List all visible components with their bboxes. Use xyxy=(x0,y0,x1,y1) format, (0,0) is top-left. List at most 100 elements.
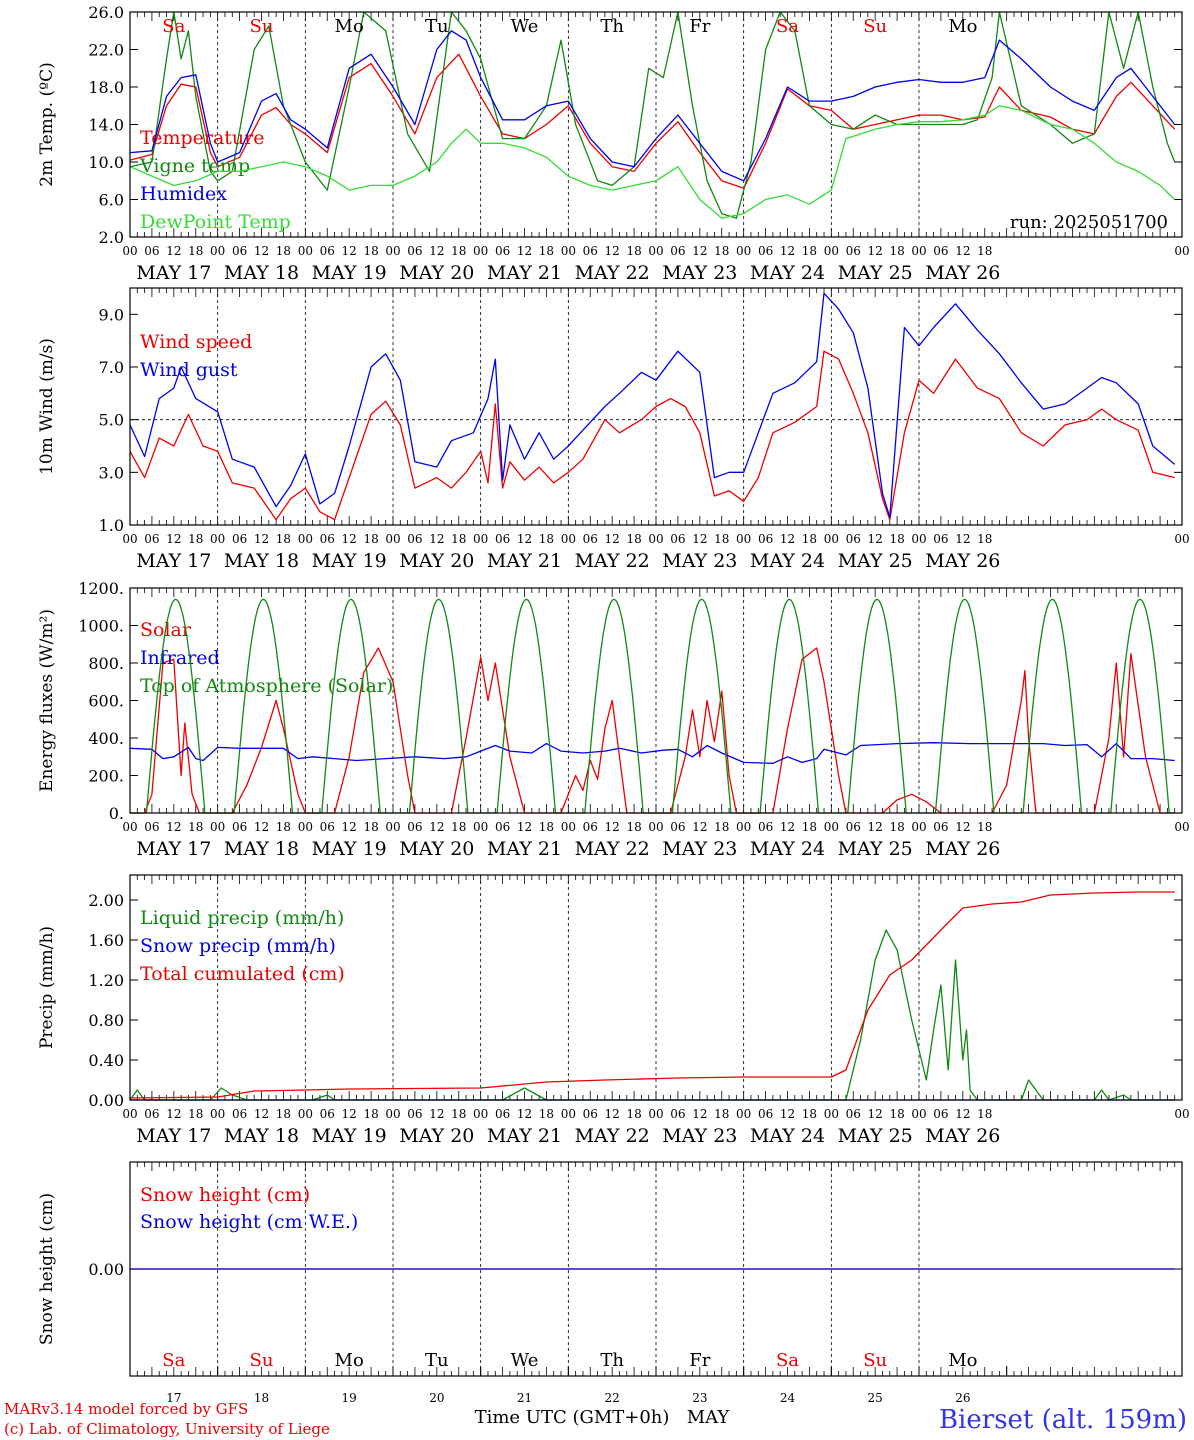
hour-tick-label: 18 xyxy=(276,244,291,258)
hour-tick-label: 06 xyxy=(232,244,247,258)
hour-tick-label: 00 xyxy=(736,1107,751,1121)
hour-tick-label: 18 xyxy=(276,1107,291,1121)
date-label: MAY 19 xyxy=(312,838,387,860)
hour-tick-label: 00 xyxy=(122,1107,137,1121)
hour-tick-label: 06 xyxy=(495,1107,510,1121)
date-label: MAY 22 xyxy=(575,1125,650,1147)
date-label: MAY 25 xyxy=(838,262,913,284)
hour-tick-label: 00 xyxy=(298,820,313,834)
hour-tick-label: 18 xyxy=(539,1107,554,1121)
date-label: MAY 20 xyxy=(399,1125,474,1147)
station-name: Bierset (alt. 159m) xyxy=(939,1405,1187,1435)
y-tick-label: 7.0 xyxy=(99,358,124,377)
hour-tick-label: 06 xyxy=(144,244,159,258)
hour-tick-label: 06 xyxy=(670,532,685,546)
hour-tick-label: 00 xyxy=(210,820,225,834)
hour-tick-label: 00 xyxy=(473,244,488,258)
hour-tick-label: 00 xyxy=(385,532,400,546)
hour-tick-label: 18 xyxy=(626,1107,641,1121)
hour-tick-label: 06 xyxy=(670,244,685,258)
panel-wind: 1.0 3.0 5.0 7.0 9.0 10m Wind (m/s) Wind speed W… xyxy=(37,287,1190,572)
date-label: MAY 25 xyxy=(838,550,913,572)
hour-tick-label: 00 xyxy=(1174,820,1189,834)
hour-tick-label: 12 xyxy=(342,820,357,834)
hour-tick-label: 06 xyxy=(846,532,861,546)
date-label: MAY 17 xyxy=(136,838,211,860)
hour-tick-label: 06 xyxy=(670,820,685,834)
y-tick-label: 0.80 xyxy=(88,1011,124,1030)
hour-tick-label: 00 xyxy=(1174,532,1189,546)
hour-tick-label: 06 xyxy=(232,532,247,546)
hour-tick-label: 12 xyxy=(166,532,181,546)
legend-entry: Total cumulated (cm) xyxy=(140,963,345,985)
day-abbr-label: Sa xyxy=(162,1350,185,1371)
hour-tick-label: 18 xyxy=(889,1107,904,1121)
hour-tick-label: 12 xyxy=(605,820,620,834)
hour-tick-label: 12 xyxy=(692,244,707,258)
hour-tick-label: 00 xyxy=(648,244,663,258)
date-label: MAY 18 xyxy=(224,262,299,284)
hour-tick-label: 18 xyxy=(977,820,992,834)
date-label: MAY 18 xyxy=(224,838,299,860)
hour-tick-label: 06 xyxy=(232,820,247,834)
hour-tick-label: 18 xyxy=(714,1107,729,1121)
y-tick-label: 22.0 xyxy=(88,41,124,60)
hour-tick-label: 06 xyxy=(846,244,861,258)
y-tick-label: 6.0 xyxy=(99,191,124,210)
series-line-total-cumulated-cm xyxy=(129,891,1175,1099)
run-label: run: 2025051700 xyxy=(1010,212,1168,233)
legend-entry: Snow precip (mm/h) xyxy=(140,935,336,957)
date-label: MAY 17 xyxy=(136,550,211,572)
hour-tick-label: 06 xyxy=(670,1107,685,1121)
date-label: MAY 21 xyxy=(487,262,562,284)
date-label: MAY 20 xyxy=(399,550,474,572)
y-tick-label: 2.00 xyxy=(88,891,124,910)
hour-tick-label: 06 xyxy=(758,244,773,258)
x-minor-ticks xyxy=(129,12,1183,237)
plot-frame xyxy=(129,287,1183,526)
y-tick-label: 0.40 xyxy=(88,1051,124,1070)
hour-tick-label: 06 xyxy=(407,244,422,258)
day-number-label: 25 xyxy=(868,1391,883,1405)
hour-tick-label: 06 xyxy=(758,820,773,834)
day-abbr-label: Tu xyxy=(425,1350,449,1371)
day-abbr-label: Tu xyxy=(425,16,449,37)
panel-precip: 0.00 0.40 0.80 1.20 1.60 2.00 Precip (mm/h) Liq… xyxy=(37,874,1190,1147)
hour-tick-label: 00 xyxy=(298,532,313,546)
hour-tick-label: 00 xyxy=(210,1107,225,1121)
legend-entry: Snow height (cm) xyxy=(140,1184,310,1206)
day-abbr-label: Sa xyxy=(162,16,185,37)
hour-tick-label: 00 xyxy=(911,820,926,834)
hour-tick-label: 06 xyxy=(933,820,948,834)
y-axis-title: Snow height (cm) xyxy=(37,1193,57,1345)
y-tick-label: 1200. xyxy=(78,579,124,598)
y-tick-label: 1.60 xyxy=(88,931,124,950)
date-label: MAY 21 xyxy=(487,1125,562,1147)
y-tick-label: 400. xyxy=(88,729,124,748)
y-axis-title: Precip (mm/h) xyxy=(37,926,57,1049)
date-label: MAY 23 xyxy=(662,550,737,572)
hour-tick-label: 06 xyxy=(846,820,861,834)
hour-tick-label: 12 xyxy=(254,532,269,546)
y-tick-label: 200. xyxy=(88,767,124,786)
legend-entry: DewPoint Temp xyxy=(140,211,291,233)
day-abbr-label: Mo xyxy=(948,16,977,37)
hour-tick-label: 00 xyxy=(561,532,576,546)
hour-tick-label: 18 xyxy=(188,532,203,546)
y-axis-title: 10m Wind (m/s) xyxy=(37,338,57,475)
day-number-label: 24 xyxy=(780,1391,796,1405)
y-tick-label: 2.0 xyxy=(99,228,124,247)
hour-tick-label: 00 xyxy=(911,1107,926,1121)
hour-tick-label: 00 xyxy=(911,244,926,258)
hour-tick-label: 12 xyxy=(955,532,970,546)
hour-tick-label: 06 xyxy=(407,1107,422,1121)
hour-tick-label: 12 xyxy=(780,820,795,834)
hour-tick-label: 18 xyxy=(626,820,641,834)
month-label: MAY xyxy=(687,1407,731,1428)
series-line-dewpoint-temp xyxy=(129,105,1176,219)
hour-tick-label: 00 xyxy=(385,244,400,258)
hour-tick-label: 12 xyxy=(955,244,970,258)
date-label: MAY 18 xyxy=(224,1125,299,1147)
date-label: MAY 26 xyxy=(925,262,1000,284)
hour-tick-label: 18 xyxy=(977,244,992,258)
